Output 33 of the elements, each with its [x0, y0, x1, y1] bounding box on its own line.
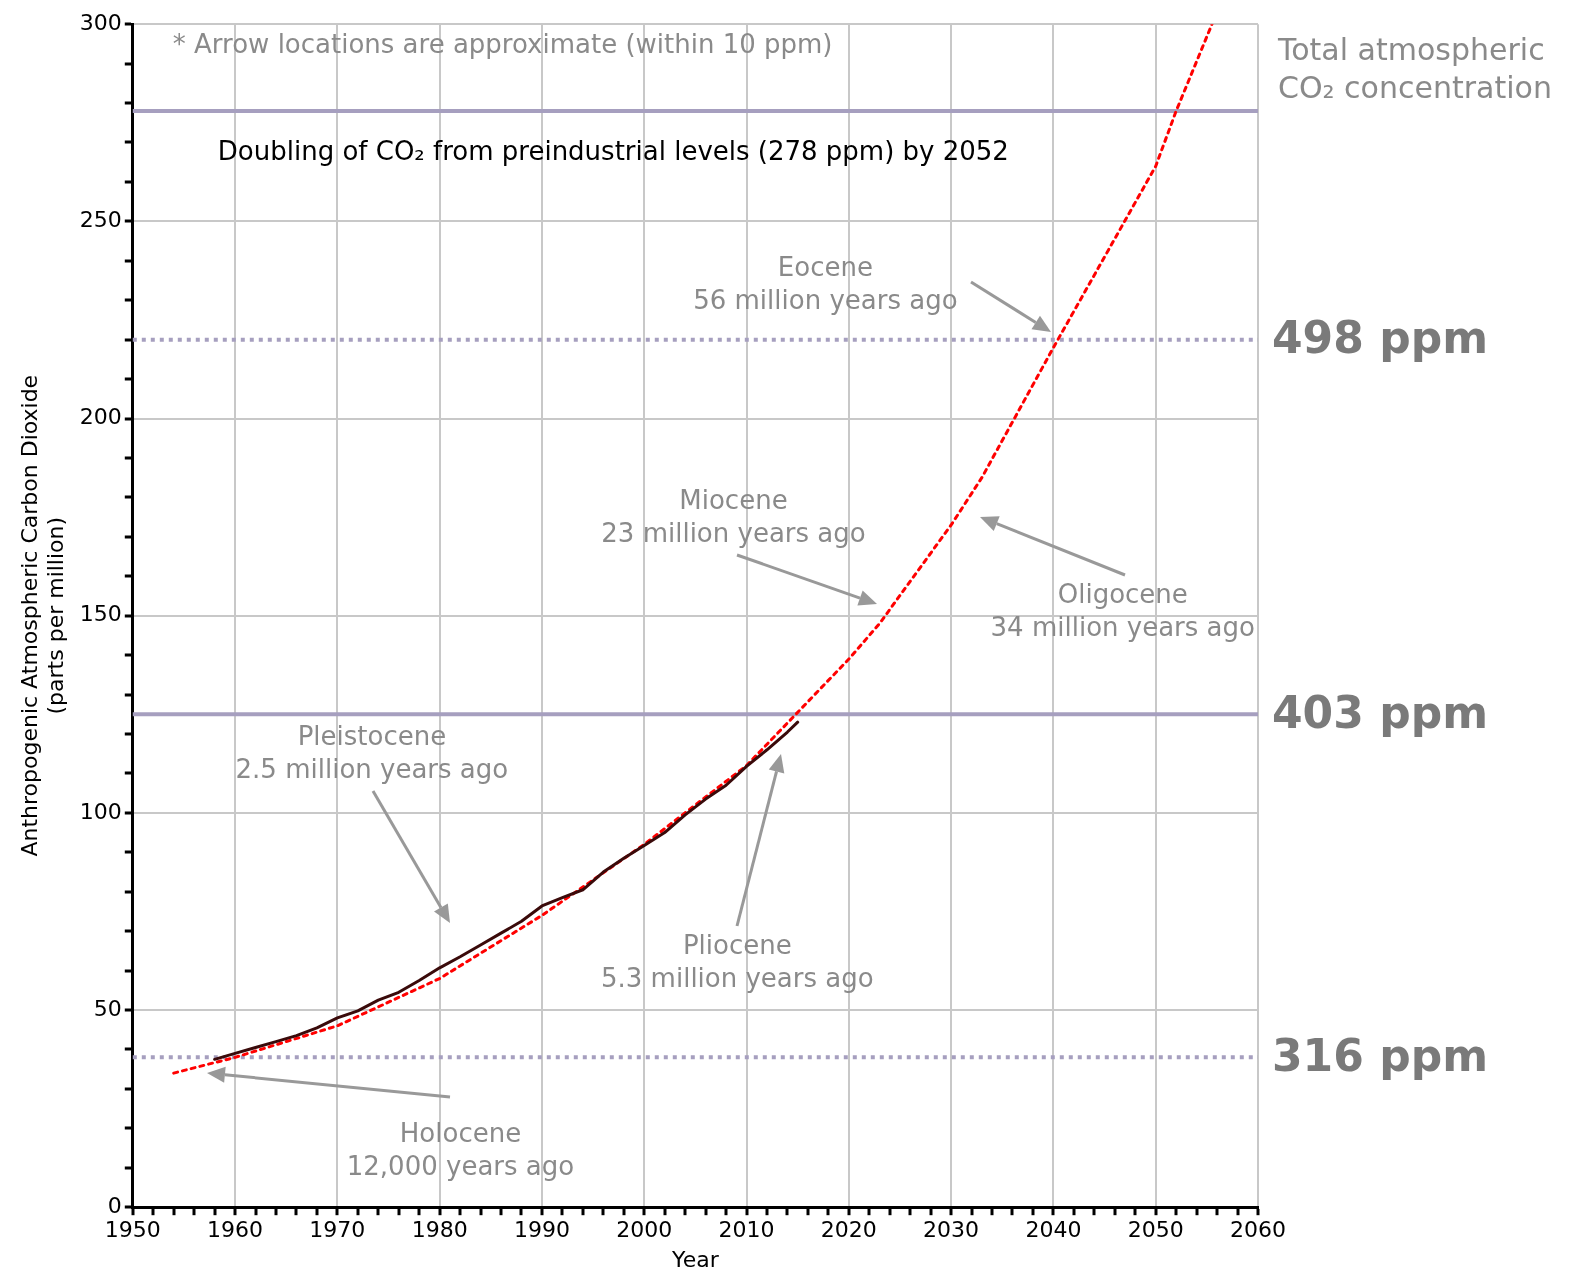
- annotation: Eocene 56 million years ago: [693, 252, 958, 316]
- x-tick-label: 1980: [411, 1217, 468, 1243]
- y-tick-label: 250: [79, 207, 122, 233]
- annotation: * Arrow locations are approximate (within 10 ppm): [172, 28, 833, 59]
- x-tick-label: 2060: [1230, 1217, 1286, 1243]
- ref-line-label: 498 ppm: [1272, 312, 1489, 364]
- annotation: Oligocene 34 million years ago: [990, 579, 1255, 643]
- annotation: Pliocene 5.3 million years ago: [600, 929, 874, 993]
- y-tick-label: 0: [107, 1192, 122, 1218]
- y-tick-label: 150: [79, 601, 122, 627]
- y-tick-label: 50: [93, 995, 122, 1021]
- ref-line-label: Doubling of CO₂ from preindustrial levels (278 ppm) by 2052: [217, 135, 1009, 166]
- x-tick-label: 1960: [207, 1217, 264, 1243]
- y-tick-label: 300: [79, 9, 122, 35]
- annotation: Holocene 12,000 years ago: [346, 1118, 575, 1182]
- x-tick-label: 2010: [718, 1217, 775, 1243]
- x-tick-label: 2020: [820, 1217, 877, 1243]
- y-tick-label: 200: [79, 404, 122, 430]
- x-tick-label: 1990: [513, 1217, 570, 1243]
- text: Total atmospheric CO₂ concentration: [1277, 32, 1552, 105]
- annotation: Miocene 23 million years ago: [601, 485, 866, 549]
- x-tick-label: 1970: [309, 1217, 366, 1243]
- annotation: Pleistocene 2.5 million years ago: [235, 720, 509, 784]
- x-tick-label: 2000: [616, 1217, 673, 1243]
- ref-line-label: 403 ppm: [1272, 686, 1489, 738]
- x-tick-label: 2040: [1025, 1217, 1082, 1243]
- x-axis-title: Year: [671, 1246, 720, 1272]
- y-axis-title: Anthropogenic Atmospheric Carbon Dioxide (parts per million): [16, 374, 69, 857]
- x-tick-label: 2030: [923, 1217, 980, 1243]
- x-tick-label: 2050: [1127, 1217, 1184, 1243]
- x-tick-label: 1950: [104, 1217, 161, 1243]
- ref-line-label: 316 ppm: [1272, 1029, 1489, 1081]
- y-tick-label: 100: [79, 798, 122, 824]
